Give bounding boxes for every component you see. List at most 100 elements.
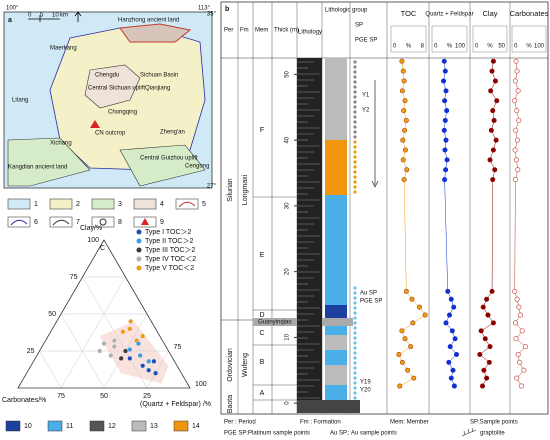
y-tick-label: 40: [285, 136, 291, 143]
sample-dot: [353, 336, 357, 340]
legend-label: Type III TOC＞2: [145, 247, 195, 254]
curve-point: [402, 98, 408, 104]
header: Fm: [240, 28, 249, 34]
sample-dot: [353, 80, 357, 84]
sample-dot: [353, 135, 357, 139]
curve-point: [478, 328, 484, 334]
scale-bar: [28, 15, 60, 22]
sample-label: Y2: [362, 108, 370, 114]
legend-label: 14: [192, 423, 200, 430]
legend-swatch: [89, 420, 105, 432]
sample-dot: [353, 165, 357, 169]
legend-swatch: [175, 198, 199, 210]
curve-axis-box: [390, 25, 427, 53]
curve-point: [482, 336, 488, 342]
curve-point: [493, 137, 499, 143]
arrow-head: [371, 180, 379, 188]
curve-point: [448, 296, 454, 302]
curve-point: [513, 157, 519, 163]
curve-point: [514, 68, 520, 74]
lithologic-group: [325, 140, 347, 195]
axis-min: 0: [514, 44, 518, 50]
curve-point: [490, 58, 496, 64]
ternary-point: [127, 347, 133, 352]
header: Lithology: [298, 30, 322, 36]
lithologic-group: [325, 195, 347, 305]
curve-point: [490, 147, 496, 153]
curve-point: [409, 296, 415, 302]
legend-label: Type V TOC＜2: [145, 265, 194, 272]
sample-dot: [353, 286, 357, 290]
sample-dot: [353, 70, 357, 74]
curve-axis-box: [431, 25, 468, 53]
curve-point: [450, 367, 456, 373]
sample-dot: [353, 140, 357, 144]
curve-point: [521, 367, 527, 373]
member-label: A: [260, 390, 265, 397]
curve-point: [401, 108, 407, 114]
map-label: Central Sichuan uplift: [88, 86, 145, 92]
curve-point: [399, 88, 405, 94]
curve-point: [442, 147, 448, 153]
curve-point: [401, 177, 407, 183]
axis-max: 100: [534, 44, 545, 50]
legend-label: 8: [118, 219, 122, 226]
map-label: Central Guizhou uplift: [140, 156, 198, 162]
sample-dot: [353, 316, 357, 320]
legend-swatch: [49, 216, 73, 228]
header: PGE SP: [355, 38, 377, 44]
sample-dot: [353, 301, 357, 305]
axis-min: 0: [393, 44, 397, 50]
lithologic-group: [325, 385, 347, 400]
tick-label: 100: [87, 237, 99, 244]
curve-point: [484, 375, 490, 381]
sample-dot: [353, 120, 357, 124]
curve-point: [516, 359, 522, 365]
legend-symbol: [141, 218, 149, 225]
ternary-grid: [60, 276, 126, 389]
legend-dot: [136, 265, 142, 271]
apex-label: C: [100, 245, 105, 252]
curve-title: TOC: [401, 9, 417, 18]
legend-symbol: [52, 219, 70, 226]
curve-point: [512, 98, 518, 104]
sample-dot: [353, 110, 357, 114]
legend-label: 11: [66, 423, 73, 430]
curve-point: [489, 68, 495, 74]
legend-label: 3: [118, 201, 122, 208]
legend-swatch: [5, 420, 21, 432]
curve-point: [519, 328, 525, 334]
curve-point: [492, 78, 498, 84]
y-tick-label: 20: [285, 268, 291, 275]
ancient-land: [119, 23, 192, 43]
legend-label: 2: [76, 201, 80, 208]
sample-dot: [353, 356, 357, 360]
sample-dot: [353, 361, 357, 365]
map-label: Maerkang: [50, 46, 77, 52]
curve-point: [399, 58, 405, 64]
curve-point: [401, 78, 407, 84]
map-label: Hanzhong ancient land: [118, 18, 179, 24]
coord-label: 113°: [198, 6, 211, 12]
sample-dot: [353, 190, 357, 194]
pink-field: [99, 321, 169, 384]
curve-point: [410, 320, 416, 326]
axis-unit: %: [447, 44, 453, 50]
y-tick-label: 0: [285, 401, 291, 405]
curve-point: [446, 312, 452, 318]
ternary-point: [135, 341, 141, 347]
curve-point: [514, 108, 520, 114]
header: Mem: [255, 28, 268, 34]
map-label: Chongqing: [108, 110, 137, 116]
axis-max: 100: [455, 44, 466, 50]
ternary-point: [111, 344, 117, 350]
axis-unit: %: [526, 44, 532, 50]
map-label: Chengdu: [95, 73, 119, 79]
curve-point: [443, 137, 449, 143]
curve-point: [422, 312, 428, 318]
sample-label: Au SP: [360, 291, 377, 297]
legend-swatch: [7, 198, 31, 210]
curve-point: [445, 288, 451, 294]
curve-point: [487, 344, 493, 350]
curve-point: [451, 383, 457, 389]
